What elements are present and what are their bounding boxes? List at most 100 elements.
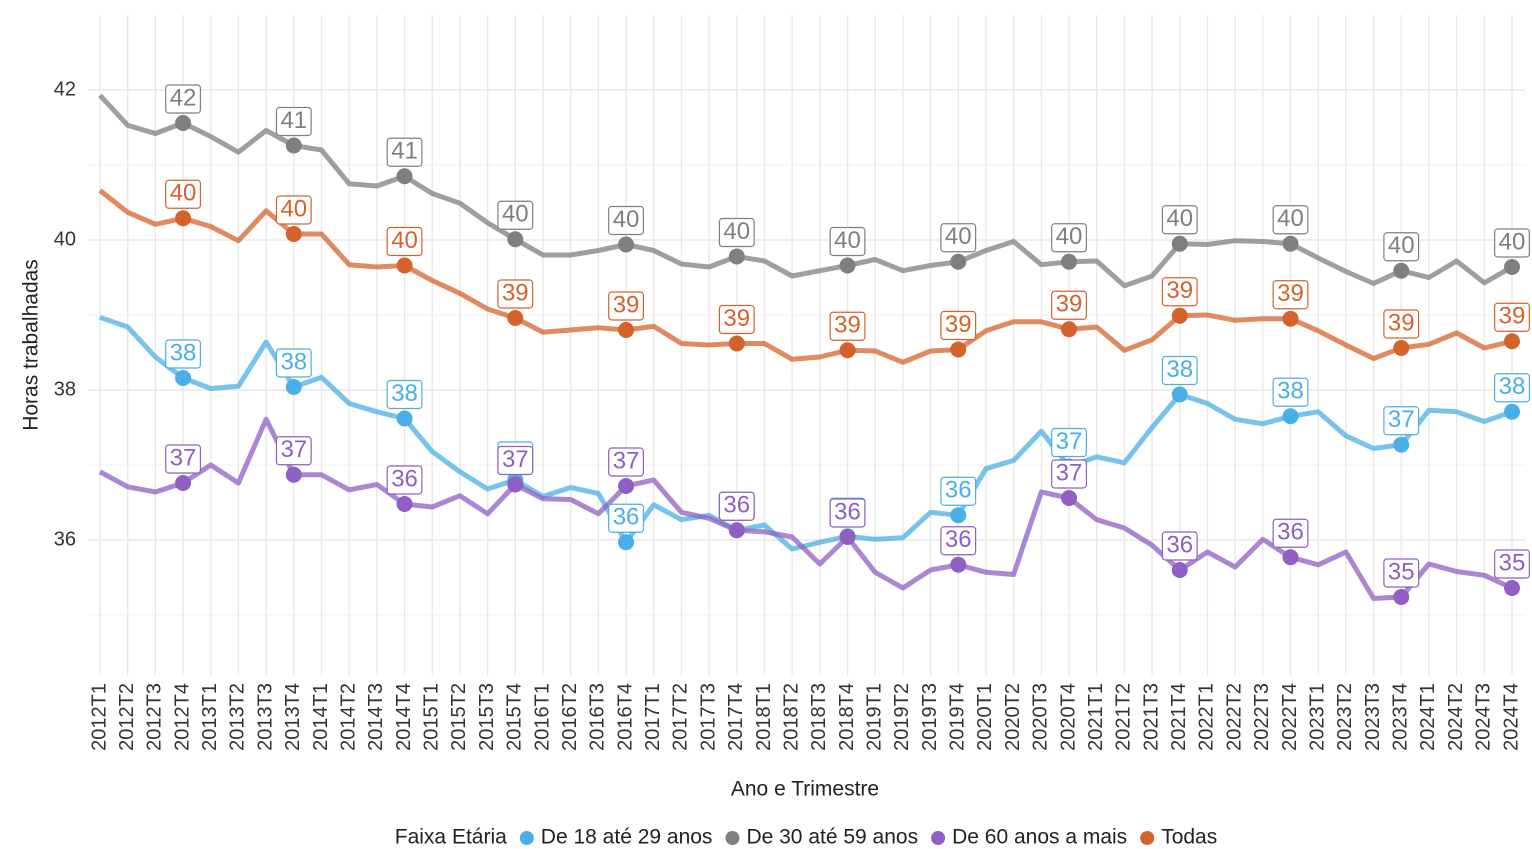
data-label-text: 40 [391,227,418,254]
data-label-box [165,339,202,369]
x-tick-label: 2024T2 [1445,683,1467,751]
data-label-box [1383,309,1420,339]
data-label-box [1272,377,1309,407]
x-tick-label: 2022T1 [1196,683,1218,751]
data-label-text: 40 [1499,228,1526,255]
data-label-text: 38 [1166,356,1193,383]
data-label-box [275,106,312,137]
data-label-box [275,436,312,466]
x-tick-label: 2016T3 [587,683,609,751]
data-label-box [1494,302,1530,332]
data-label-text: 41 [391,138,418,165]
legend-label: De 30 até 59 anos [746,826,918,849]
data-label-box [1494,228,1530,258]
data-label-text: 39 [1166,277,1193,304]
data-label-text: 40 [945,223,972,250]
x-axis-label: Ano e Trimestre [731,778,879,801]
data-label: 37 [497,446,534,476]
data-label-box [829,311,866,341]
data-label-text: 36 [1277,519,1304,546]
data-label-text: 37 [1056,459,1083,486]
point [285,379,302,395]
data-label-text: 40 [170,180,197,207]
data-label: 37 [1051,459,1087,489]
point [950,556,967,573]
point [175,370,192,386]
data-label-box [829,498,866,528]
point [396,496,413,512]
data-label-box [1494,549,1530,579]
data-label-box [386,465,423,495]
point [1171,562,1188,578]
data-label: 41 [275,106,312,137]
data-label-text: 40 [1388,232,1415,259]
data-label-text: 39 [1277,280,1304,307]
x-tick-label: 2018T4 [836,683,858,751]
data-label-box [829,226,866,257]
point [839,342,856,359]
legend-label: De 60 anos a mais [952,826,1127,849]
x-tick-label: 2023T2 [1334,683,1356,751]
point [1282,549,1299,566]
x-tick-label: 2015T4 [504,683,526,751]
data-label-text: 37 [1056,428,1083,455]
point [1393,340,1410,356]
data-label-box [1272,280,1309,310]
point [839,529,856,545]
point [507,310,524,326]
x-tick-label: 2014T4 [393,683,415,751]
legend-marker [725,831,740,845]
data-label-box [1161,205,1198,235]
data-label: 40 [1051,223,1087,253]
y-tick-label: 38 [54,378,76,400]
x-tick-label: 2019T1 [863,683,885,751]
data-label-box [940,310,977,341]
data-label: 38 [275,348,312,378]
data-label: 40 [165,180,202,209]
data-label: 40 [718,218,755,248]
x-tick-label: 2022T2 [1223,683,1245,751]
data-label-box [718,491,755,521]
point [507,476,524,493]
data-label-text: 42 [170,84,197,111]
data-label-text: 40 [1166,205,1193,232]
data-label-box [608,447,644,477]
x-tick-label: 2018T2 [780,683,802,751]
point [285,137,302,154]
data-label: 39 [608,291,644,321]
data-label-text: 39 [1499,303,1526,330]
data-label-text: 35 [1499,549,1526,576]
point [507,231,524,248]
data-label-text: 40 [1056,223,1083,250]
data-label-text: 37 [280,436,307,463]
data-label: 37 [1051,428,1087,458]
data-label: 40 [386,227,423,257]
x-tick-label: 2012T2 [116,683,138,751]
data-label-text: 36 [1166,531,1193,558]
data-label: 39 [718,305,755,335]
x-tick-label: 2012T1 [88,683,110,751]
data-label: 40 [497,201,534,230]
x-tick-label: 2021T2 [1113,683,1135,751]
data-label: 35 [1383,558,1420,588]
x-tick-label: 2016T1 [531,683,553,751]
data-label: 37 [1383,406,1420,436]
data-label: 42 [165,84,202,114]
x-tick-label: 2012T3 [144,683,166,751]
data-label-box [1272,518,1309,548]
series-line [99,314,1513,552]
data-label: 38 [1161,356,1198,386]
x-tick-label: 2022T3 [1251,683,1273,751]
point [1393,262,1410,279]
point [1061,490,1078,506]
x-tick-label: 2015T1 [421,683,443,751]
data-label-text: 37 [502,446,529,473]
y-tick-label: 40 [54,228,76,250]
point [1504,333,1520,350]
data-label-box [165,84,202,114]
data-label: 37 [608,447,644,477]
data-label: 37 [165,444,202,474]
data-label-box [386,379,423,410]
legend-marker [931,831,946,845]
data-label-text: 37 [170,444,197,471]
